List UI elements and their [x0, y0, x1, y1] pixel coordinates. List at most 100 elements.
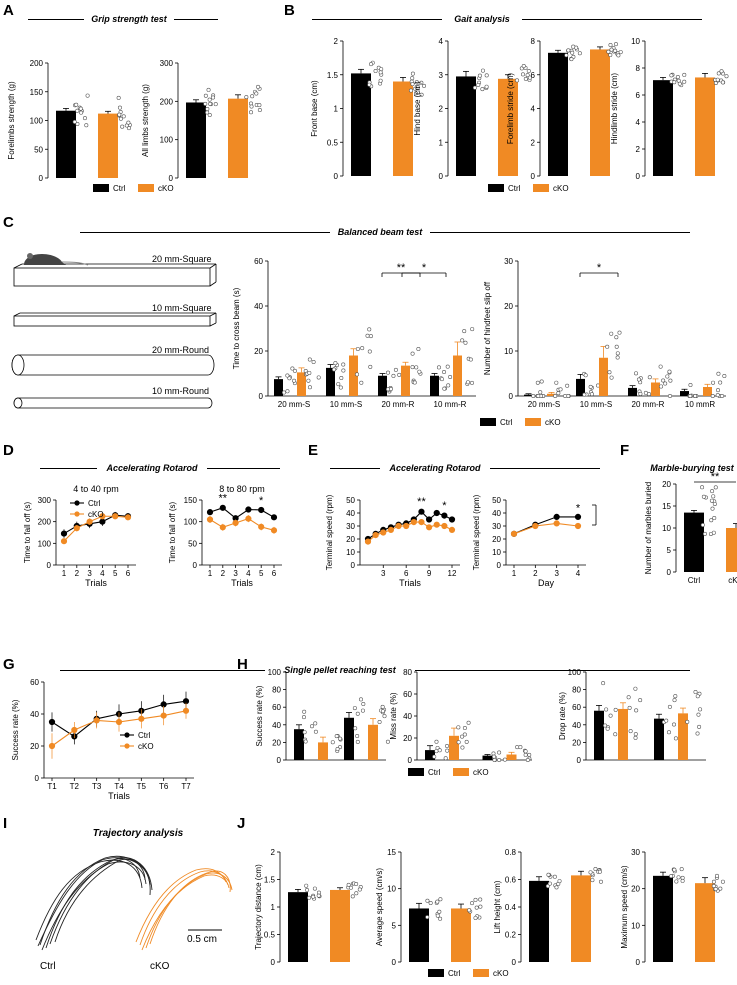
legend-label-cko: cKO: [545, 418, 561, 427]
data-point: [341, 362, 346, 367]
legend-swatch-ctrl: [488, 184, 504, 192]
data-point: [682, 72, 687, 77]
data-point: [693, 690, 698, 695]
data-point: [558, 387, 563, 392]
data-point: [659, 384, 664, 389]
panel-label-i: I: [3, 815, 8, 832]
y-tick-label: 10: [504, 347, 513, 356]
data-point: [685, 719, 690, 724]
bar-ctrl: [529, 880, 549, 962]
y-tick-label: 20: [403, 734, 412, 743]
data-point: [307, 370, 312, 375]
y-tick-label: 15: [662, 502, 671, 511]
x-tick-label: 6: [126, 569, 131, 578]
data-point: [249, 110, 254, 115]
data-point: [663, 381, 668, 386]
data-point: [442, 370, 447, 375]
x-tick-label: T3: [92, 782, 102, 791]
point-ctrl: [441, 512, 448, 519]
data-point: [118, 116, 123, 121]
panel-label-g: G: [3, 656, 15, 673]
data-point: [716, 371, 721, 376]
x-tick-label: 3: [233, 569, 238, 578]
data-point: [709, 518, 714, 523]
point-ctrl: [99, 518, 106, 525]
data-point: [462, 732, 467, 737]
y-tick-label: 200: [38, 518, 52, 527]
data-point: [700, 523, 705, 528]
x-tick-label: 9: [427, 569, 432, 578]
y-tick-label: 0.6: [505, 876, 517, 885]
data-point: [250, 94, 255, 99]
x-tick-label: 10 mm-R: [434, 400, 467, 409]
x-tick-label: 2: [75, 569, 80, 578]
bar-ctrl: [294, 729, 304, 760]
legend-label-ctrl: Ctrl: [88, 499, 101, 508]
y-tick-label: 0: [277, 756, 282, 765]
y-axis-label: Time to cross beam (s): [232, 287, 241, 369]
data-point: [597, 869, 602, 874]
bar-cko: [368, 724, 378, 760]
point-ctrl: [425, 516, 433, 523]
y-tick-label: 0: [509, 392, 514, 401]
data-point: [393, 367, 398, 372]
data-point: [473, 915, 478, 920]
data-point: [476, 82, 481, 87]
y-axis-label: Terminal speed (rpm): [325, 494, 334, 570]
data-point: [491, 754, 496, 759]
data-point: [565, 383, 570, 388]
point-cko: [403, 522, 410, 530]
data-point: [698, 707, 703, 712]
y-tick-label: 10: [662, 524, 671, 533]
data-point: [456, 740, 461, 745]
trajectory-cko-paths: [135, 868, 233, 951]
x-tick-label: 4: [576, 569, 581, 578]
bar-ctrl: [351, 73, 371, 176]
point-cko: [71, 726, 78, 734]
beam-label-10mm-round: 10 mm-Round: [152, 386, 210, 396]
point-cko: [232, 519, 239, 527]
data-point: [338, 385, 343, 390]
point-cko: [258, 523, 265, 530]
y-tick-label: 0: [636, 172, 641, 181]
data-point: [281, 390, 286, 395]
data-point: [492, 757, 497, 762]
y-tick-label: 20: [572, 738, 581, 747]
data-point: [437, 748, 442, 753]
data-point: [380, 709, 385, 714]
data-point: [205, 106, 210, 111]
y-tick-label: 0: [667, 568, 672, 577]
data-point: [614, 335, 619, 340]
legend-swatch-cko: [525, 418, 541, 426]
bar-ctrl: [425, 750, 435, 760]
legend-label-ctrl: Ctrl: [448, 969, 461, 978]
data-point: [554, 885, 559, 890]
y-tick-label: 0: [35, 774, 40, 783]
bar-cko: [590, 49, 610, 176]
data-point: [564, 53, 569, 58]
y-tick-label: 1: [271, 903, 276, 912]
data-point: [379, 67, 384, 72]
y-tick-label: 60: [572, 703, 581, 712]
legend-label-ctrl: Ctrl: [500, 418, 513, 427]
data-point: [425, 915, 430, 920]
data-point: [711, 530, 716, 535]
data-point: [667, 704, 672, 709]
bar-cko: [318, 742, 328, 760]
data-point: [556, 391, 561, 396]
data-point: [716, 388, 721, 393]
data-point: [203, 101, 208, 106]
data-point: [527, 752, 532, 757]
x-tick-label: 2: [221, 569, 226, 578]
data-point: [680, 878, 685, 883]
section-title-beam: Balanced beam test: [337, 227, 423, 237]
data-point: [713, 887, 718, 892]
y-tick-label: 2: [271, 848, 276, 857]
bar-cko: [453, 355, 462, 396]
data-point: [311, 894, 316, 899]
data-point: [523, 749, 528, 754]
data-point: [446, 383, 451, 388]
panel-label-f: F: [620, 442, 630, 459]
data-point: [715, 393, 720, 398]
data-point: [609, 47, 614, 52]
